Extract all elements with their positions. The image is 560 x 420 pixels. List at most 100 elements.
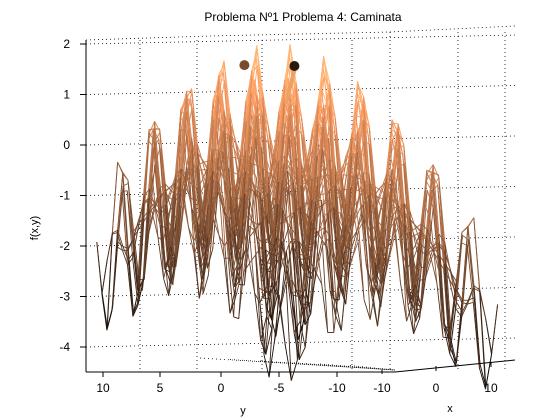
mesh-edge (356, 151, 364, 205)
mesh-edge (345, 155, 353, 226)
mesh-edge (217, 181, 224, 210)
mesh-edge (356, 172, 364, 215)
mesh-edge (238, 283, 245, 286)
mesh-edge (270, 238, 277, 316)
mesh-edge (249, 254, 256, 264)
mesh-edge (403, 203, 411, 304)
mesh-edge (479, 290, 487, 319)
mesh-edge (357, 84, 365, 118)
mesh-edge (180, 111, 188, 190)
mesh-edge (244, 193, 251, 202)
mesh-edge (318, 227, 325, 232)
mesh-edge (415, 244, 422, 306)
mesh-edge (304, 256, 311, 260)
mesh-edge (267, 158, 275, 183)
mesh-edge (391, 144, 399, 200)
mesh-edge (461, 303, 469, 318)
mesh-edge (226, 223, 233, 277)
mesh-edge (260, 147, 268, 216)
mesh-edge (403, 263, 411, 304)
mesh-edge (368, 127, 376, 187)
mesh-edge (467, 287, 475, 305)
mesh-edge (164, 227, 172, 284)
mesh-edge (409, 216, 416, 286)
mesh-edge (350, 172, 358, 188)
mesh-edge (397, 167, 405, 241)
mesh-edge (224, 245, 231, 314)
mesh-edge (202, 237, 209, 280)
mesh-edge (409, 284, 416, 304)
mesh-edge (334, 314, 342, 331)
mesh-edge (334, 134, 342, 214)
mesh-edge (149, 132, 156, 143)
mesh-edge (223, 63, 231, 114)
mesh-edge (310, 266, 317, 314)
mesh-edge (245, 70, 253, 105)
mesh-edge (272, 160, 280, 230)
mesh-edge (406, 231, 414, 302)
mesh-edge (333, 263, 341, 288)
mesh-edge (240, 120, 247, 198)
mesh-edge (212, 150, 220, 220)
mesh-edge (281, 170, 288, 242)
walk-point (289, 61, 300, 71)
mesh-edge (351, 151, 358, 240)
mesh-edge (351, 84, 359, 133)
mesh-edge (315, 273, 323, 285)
mesh-edge (426, 208, 434, 267)
mesh-edge (356, 120, 364, 152)
mesh-edge (180, 134, 188, 206)
mesh-edge (180, 96, 188, 170)
mesh-edge (479, 290, 487, 387)
mesh-edge (444, 242, 452, 273)
mesh-edge (409, 254, 417, 322)
mesh-edge (380, 178, 388, 208)
mesh-edge (244, 187, 251, 193)
mesh-edge (256, 236, 263, 244)
mesh-edge (267, 125, 275, 154)
mesh-edge (334, 164, 341, 194)
mesh-edge (164, 188, 172, 207)
mesh-edge (316, 230, 323, 241)
mesh-edge (271, 255, 278, 320)
mesh-edge (141, 198, 149, 291)
mesh-edge (438, 254, 446, 264)
mesh-edge (300, 185, 307, 267)
mesh-edge (298, 241, 305, 260)
mesh-edge (289, 93, 297, 158)
mesh-edge (323, 104, 330, 107)
mesh-edge (413, 318, 421, 334)
mesh-edge (327, 213, 334, 300)
mesh-edge (362, 120, 370, 195)
mesh-edge (106, 232, 113, 260)
mesh-edge (299, 207, 306, 289)
grid-line-z (85, 236, 516, 247)
mesh-edge (234, 177, 241, 209)
mesh-edge (202, 204, 209, 257)
mesh-edge (424, 221, 432, 279)
mesh-edge (249, 263, 256, 294)
mesh-edge (254, 293, 262, 341)
mesh-edge (260, 222, 267, 307)
mesh-edge (218, 235, 226, 247)
mesh-edge (218, 109, 225, 151)
mesh-edge (207, 219, 214, 238)
mesh-edge (196, 149, 204, 180)
mesh-edge (282, 244, 290, 262)
mesh-edge (340, 204, 347, 246)
mesh-edge (389, 180, 397, 229)
mesh-edge (409, 231, 416, 306)
mesh-edge (468, 297, 475, 301)
mesh-edge (250, 94, 258, 148)
mesh-edge (391, 200, 399, 240)
y-tick-label: 5 (157, 381, 164, 395)
mesh-edge (297, 320, 305, 340)
mesh-edge (234, 140, 242, 155)
mesh-edge (253, 184, 260, 190)
mesh-edge (444, 325, 451, 329)
mesh-edge (478, 367, 486, 390)
mesh-edge (250, 94, 258, 117)
mesh-edge (191, 91, 198, 145)
mesh-edge (191, 137, 198, 168)
mesh-edge (284, 93, 291, 157)
